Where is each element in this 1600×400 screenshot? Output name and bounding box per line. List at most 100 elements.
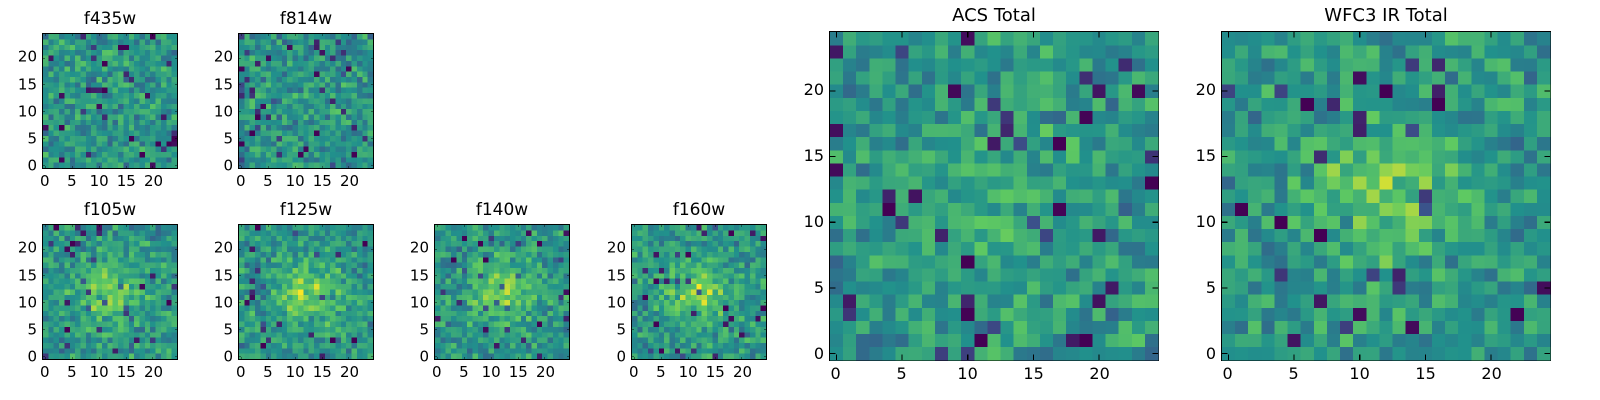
heatmap-cell	[96, 241, 103, 247]
heatmap-cell	[59, 60, 65, 67]
heatmap-cell	[276, 257, 282, 263]
heatmap-cell	[664, 241, 670, 247]
y-tick-label: 20	[213, 238, 233, 257]
heatmap-cell	[664, 326, 670, 333]
heatmap-cell	[664, 289, 670, 295]
heatmap-cell	[96, 300, 103, 306]
heatmap-cell	[830, 189, 844, 203]
heatmap-cell	[1379, 281, 1393, 295]
heatmap-cell	[59, 337, 65, 344]
heatmap-cell	[1235, 294, 1249, 308]
heatmap-cell	[723, 337, 729, 344]
heatmap-cell	[488, 246, 495, 252]
heatmap-cell	[648, 326, 654, 333]
heatmap-cell	[948, 268, 962, 282]
heatmap-cell	[297, 316, 304, 322]
heatmap-cell	[520, 225, 527, 231]
heatmap-cell	[536, 305, 543, 311]
heatmap-cell	[155, 151, 162, 158]
heatmap-cell	[552, 241, 559, 247]
heatmap-cell	[171, 257, 178, 263]
heatmap-cell	[1066, 294, 1080, 308]
heatmap-cell	[483, 230, 489, 236]
heatmap-cell	[123, 273, 129, 279]
heatmap-cell	[477, 348, 484, 354]
heatmap-cell	[467, 321, 473, 327]
y-tick-label: 10	[17, 293, 37, 312]
heatmap-cell	[356, 316, 363, 322]
heatmap-cell	[139, 98, 145, 104]
heatmap-cell	[456, 332, 462, 338]
heatmap-cell	[118, 283, 124, 290]
heatmap-cell	[664, 262, 670, 268]
heatmap-cell	[155, 109, 162, 115]
heatmap-cell	[707, 246, 713, 252]
heatmap-cell	[717, 326, 724, 333]
heatmap-cell	[314, 257, 320, 263]
heatmap-cell	[239, 146, 245, 153]
heatmap-cell	[155, 294, 162, 301]
heatmap-cell	[701, 235, 708, 242]
heatmap-cell	[335, 39, 341, 45]
heatmap-cell	[755, 267, 761, 274]
heatmap-cell	[488, 337, 495, 344]
heatmap-cell	[733, 294, 740, 301]
heatmap-cell	[123, 305, 129, 311]
heatmap-cell	[1053, 71, 1067, 85]
heatmap-cell	[330, 342, 336, 349]
heatmap-cell	[1523, 320, 1538, 335]
heatmap-cell	[739, 273, 745, 279]
heatmap-cell	[1484, 189, 1498, 203]
heatmap-cell	[642, 316, 649, 322]
heatmap-cell	[728, 289, 734, 295]
heatmap-cell	[1287, 320, 1301, 335]
heatmap-cell	[367, 34, 374, 40]
heatmap-cell	[908, 71, 923, 85]
heatmap-cell	[101, 294, 108, 301]
heatmap-cell	[144, 119, 151, 126]
heatmap-cell	[112, 82, 119, 88]
heatmap-cell	[340, 273, 347, 279]
heatmap-cell	[239, 246, 245, 252]
heatmap-cell	[244, 278, 250, 285]
heatmap-cell	[64, 267, 70, 274]
heatmap-cell	[59, 267, 65, 274]
heatmap-cell	[760, 225, 767, 231]
heatmap-cell	[107, 278, 113, 285]
heatmap-cell	[303, 130, 309, 136]
heatmap-cell	[461, 321, 468, 327]
heatmap-cell	[308, 241, 315, 247]
heatmap-cell	[1445, 255, 1459, 269]
heatmap-cell	[510, 257, 516, 263]
heatmap-cell	[271, 321, 277, 327]
heatmap-cell	[504, 273, 511, 279]
heatmap-cell	[144, 162, 151, 169]
heatmap-cell	[249, 157, 256, 163]
heatmap-cell	[48, 44, 54, 51]
heatmap-cell	[856, 123, 870, 138]
heatmap-cell	[637, 246, 643, 252]
heatmap-cell	[101, 310, 108, 317]
heatmap-cell	[139, 92, 145, 99]
heatmap-cell	[563, 316, 570, 322]
heatmap-cell	[558, 305, 564, 311]
heatmap-cell	[297, 273, 304, 279]
heatmap-cell	[440, 305, 446, 311]
heatmap-cell	[499, 235, 505, 242]
heatmap-cell	[59, 316, 65, 322]
heatmap-cell	[255, 76, 261, 83]
heatmap-cell	[1131, 150, 1146, 164]
heatmap-cell	[451, 326, 457, 333]
heatmap-cell	[75, 257, 81, 263]
heatmap-cell	[445, 300, 452, 306]
heatmap-cell	[53, 60, 60, 67]
heatmap-cell	[1510, 215, 1525, 230]
heatmap-cell	[271, 289, 277, 295]
heatmap-cell	[155, 119, 162, 126]
heatmap-cell	[276, 71, 282, 77]
heatmap-cell	[260, 55, 266, 61]
heatmap-cell	[351, 332, 358, 338]
heatmap-cell	[547, 316, 554, 322]
heatmap-cell	[239, 326, 245, 333]
heatmap-cell	[531, 262, 537, 268]
